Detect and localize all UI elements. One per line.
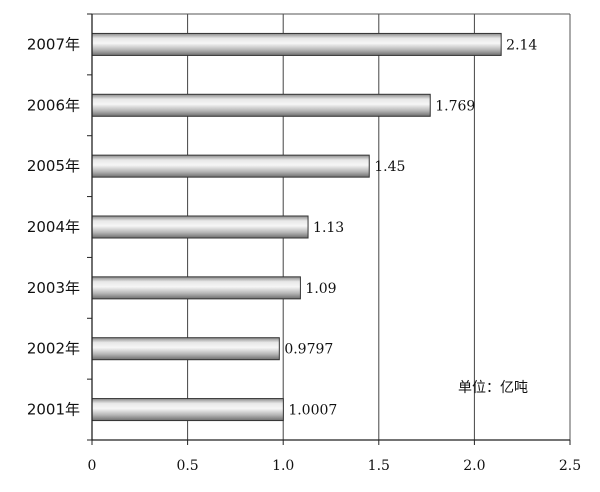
value-label: 0.9797 [284, 342, 333, 358]
value-label: 1.09 [305, 281, 336, 297]
x-tick-label: 2.5 [559, 458, 581, 474]
x-tick-label: 1.0 [272, 458, 294, 474]
category-label: 2001年 [27, 401, 80, 419]
x-tick-label: 0 [88, 458, 97, 474]
value-label: 2.14 [506, 37, 537, 53]
x-tick-label: 0.5 [176, 458, 198, 474]
bar [91, 276, 301, 300]
category-label: 2002年 [27, 340, 80, 358]
bar [91, 154, 370, 178]
x-tick-label: 1.5 [368, 458, 390, 474]
category-label: 2005年 [27, 157, 80, 175]
bar [91, 93, 431, 117]
category-label: 2007年 [27, 35, 80, 53]
category-label: 2003年 [27, 279, 80, 297]
unit-note: 单位：亿吨 [458, 380, 528, 396]
value-label: 1.45 [374, 159, 405, 175]
category-label: 2006年 [27, 96, 80, 114]
bar [91, 337, 280, 361]
bar [91, 32, 502, 56]
bar [91, 398, 284, 422]
category-label: 2004年 [27, 218, 80, 236]
value-label: 1.13 [313, 220, 344, 236]
value-label: 1.0007 [288, 403, 337, 419]
bar [91, 215, 309, 239]
value-label: 1.769 [435, 98, 475, 114]
x-tick-label: 2.0 [463, 458, 485, 474]
